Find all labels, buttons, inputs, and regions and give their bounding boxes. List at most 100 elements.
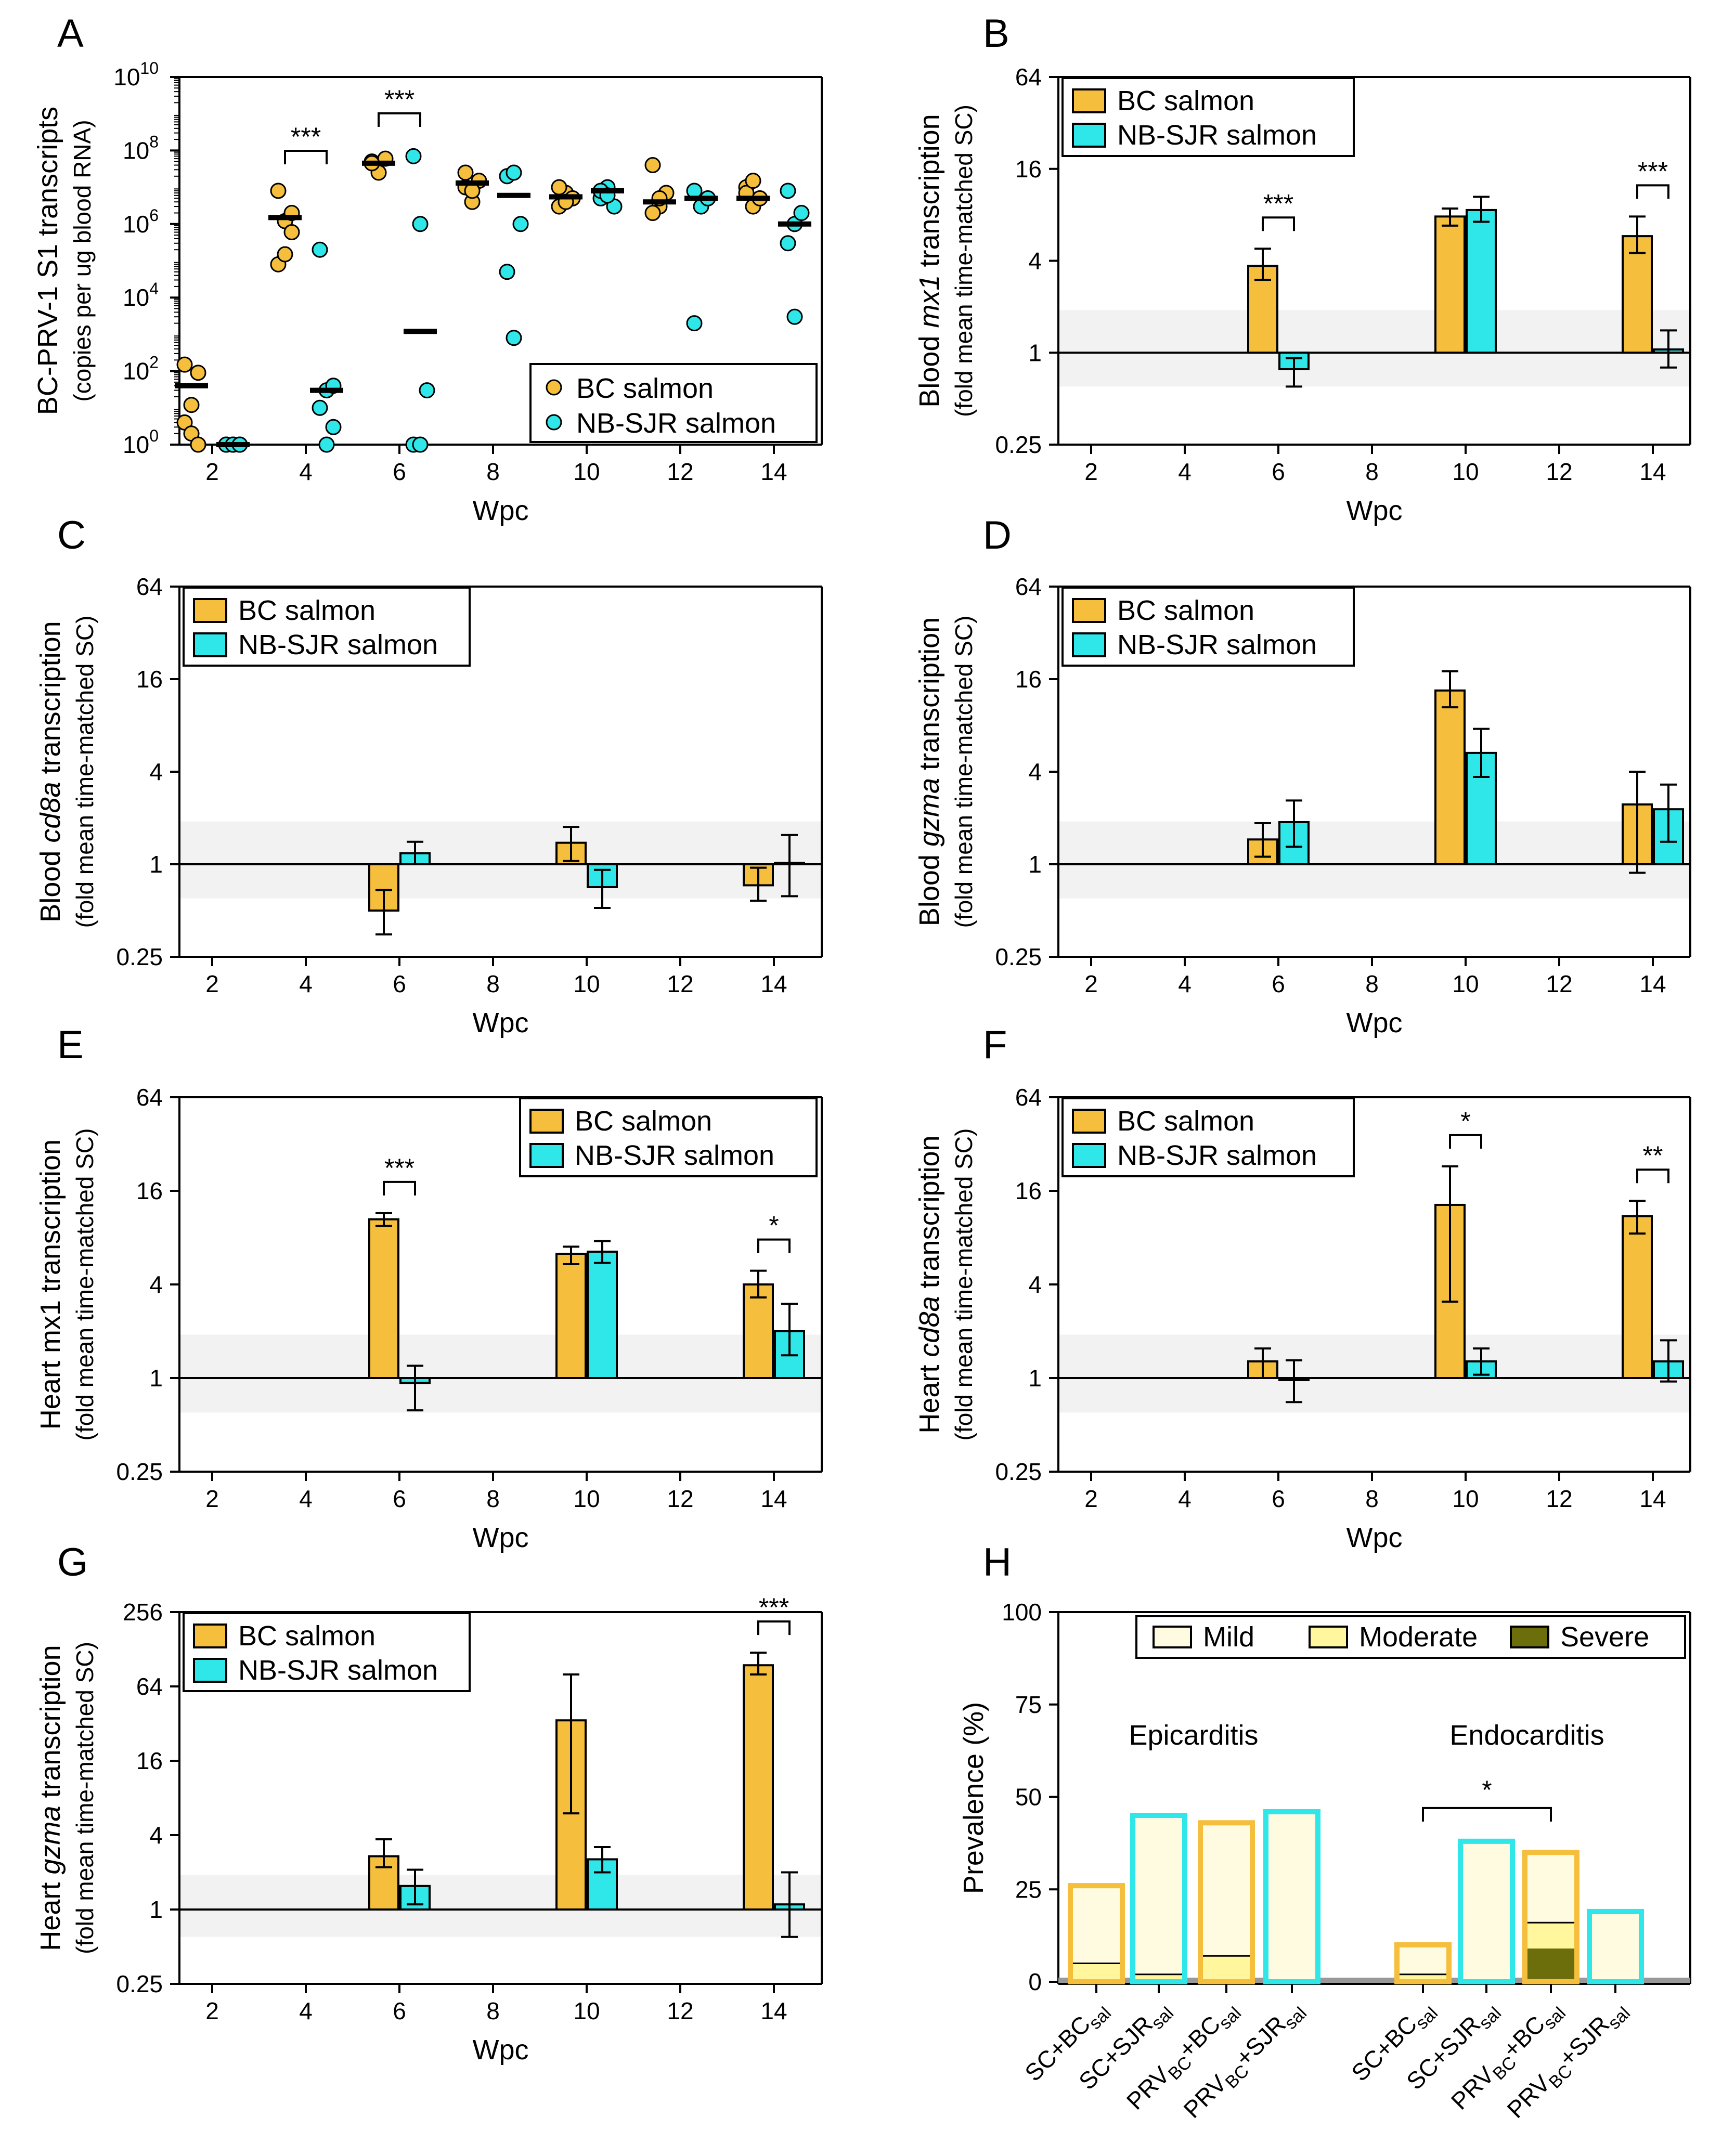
- data-point: [644, 157, 661, 174]
- y-tick-label: 256: [123, 1599, 163, 1626]
- y-tick-label: 4: [1028, 1271, 1042, 1298]
- bar: [1434, 215, 1466, 354]
- x-axis-title: Wpc: [1346, 1007, 1403, 1038]
- legend-label-bc: BC salmon: [1117, 595, 1254, 626]
- legend-label-nb: NB-SJR salmon: [1117, 120, 1317, 151]
- data-point: [745, 173, 761, 189]
- legend-label-nb: NB-SJR salmon: [1117, 1140, 1317, 1171]
- data-point: [312, 241, 328, 258]
- x-tick-label: 6: [1272, 970, 1285, 997]
- legend-swatch-mild: [1153, 1626, 1192, 1648]
- y-tick-label: 1010: [113, 59, 159, 90]
- x-tick-label: 10: [573, 1997, 600, 2024]
- x-axis-title: Wpc: [473, 1522, 529, 1553]
- x-tick-label: 2: [205, 970, 219, 997]
- significance-bracket: [1422, 1807, 1552, 1822]
- data-point: [318, 436, 335, 453]
- significance-bracket: [1262, 216, 1295, 231]
- y-axis-title-part: gzma: [35, 1806, 66, 1875]
- legend-label-nb: NB-SJR salmon: [576, 408, 776, 439]
- bar-mild: [1589, 1911, 1641, 1982]
- data-point: [686, 315, 703, 332]
- significance-bracket: [1636, 1168, 1669, 1184]
- data-point: [512, 216, 529, 232]
- tick-base: 10: [113, 63, 140, 90]
- category-label: PRVBC+SJRsal: [1178, 1994, 1311, 2127]
- y-axis-title-part: cd8a: [35, 782, 66, 842]
- x-tick-label: 4: [1178, 970, 1192, 997]
- significance-label: ***: [291, 122, 321, 151]
- y-tick-label: 4: [149, 1271, 163, 1298]
- x-tick-label: 14: [760, 458, 787, 485]
- reference-band: [1058, 821, 1690, 899]
- x-tick-label: 6: [1272, 1485, 1285, 1512]
- legend-frame: [1061, 77, 1355, 157]
- data-point: [786, 308, 803, 325]
- y-axis-title-part: Blood: [914, 328, 945, 408]
- significance-bracket: [1449, 1134, 1482, 1149]
- bar-moderate: [1200, 1956, 1252, 1982]
- y-tick-label: 100: [123, 426, 159, 458]
- y-axis-title-part: transcription: [35, 621, 66, 782]
- x-tick-label: 6: [393, 1485, 406, 1512]
- data-point: [312, 399, 328, 416]
- data-point: [190, 365, 206, 381]
- x-axis-title: Wpc: [1346, 1522, 1403, 1553]
- legend-label-bc: BC salmon: [575, 1106, 712, 1137]
- y-tick-label: 108: [123, 132, 159, 164]
- significance-label: ***: [1263, 189, 1293, 218]
- bar-outline: [1198, 1820, 1255, 1985]
- bar-moderate: [1070, 1963, 1122, 1982]
- y-tick-label: 0.25: [995, 1458, 1042, 1485]
- y-axis-title-part: Blood: [35, 843, 66, 923]
- y-tick-label: 50: [1015, 1784, 1042, 1811]
- legend-swatch-nb: [193, 632, 227, 657]
- x-tick-label: 4: [299, 1485, 313, 1512]
- x-tick-label: 14: [1639, 1485, 1666, 1512]
- category-label: PRVBC+SJRsal: [1501, 1994, 1634, 2127]
- y-tick-label: 0.25: [116, 1970, 163, 1997]
- x-tick-label: 14: [1639, 458, 1666, 485]
- y-tick-label: 100: [1002, 1599, 1042, 1626]
- legend-marker-bc: [546, 379, 562, 396]
- legend-swatch-bc: [193, 598, 227, 623]
- x-tick-label: 12: [1546, 458, 1572, 485]
- panel-letter: B: [983, 11, 1009, 56]
- y-axis-title-part: gzma: [914, 778, 945, 847]
- x-tick-label: 10: [573, 1485, 600, 1512]
- y-axis-title-part: Heart mx1 transcription: [35, 1139, 66, 1430]
- x-tick-label: 10: [1452, 1485, 1479, 1512]
- y-axis-title-part: Heart: [35, 1875, 66, 1951]
- legend-swatch-nb: [1072, 632, 1106, 657]
- x-tick-label: 8: [486, 970, 500, 997]
- x-tick-label: 8: [1365, 458, 1379, 485]
- legend-label-bc: BC salmon: [576, 373, 714, 404]
- y-tick-label: 1: [149, 1896, 163, 1923]
- y-tick-label: 25: [1015, 1876, 1042, 1903]
- x-axis-title: Wpc: [1346, 495, 1403, 526]
- panel-letter: H: [983, 1540, 1012, 1584]
- legend-label-bc: BC salmon: [238, 1620, 376, 1652]
- panel-letter: F: [983, 1023, 1007, 1067]
- y-tick-label: 64: [1015, 1084, 1042, 1111]
- y-tick-label: 4: [149, 1822, 163, 1849]
- data-point: [412, 216, 429, 232]
- reference-band: [1058, 1334, 1690, 1413]
- data-point: [325, 419, 342, 435]
- significance-bracket: [757, 1620, 791, 1635]
- x-tick-label: 2: [205, 1997, 219, 2024]
- x-tick-label: 12: [667, 1485, 693, 1512]
- legend-label-severe: Severe: [1560, 1621, 1649, 1653]
- y-axis-title-part: cd8a: [914, 1296, 945, 1357]
- tick-exponent: 0: [149, 426, 159, 445]
- y-tick-label: 16: [1015, 155, 1042, 183]
- legend-label-nb: NB-SJR salmon: [575, 1140, 774, 1171]
